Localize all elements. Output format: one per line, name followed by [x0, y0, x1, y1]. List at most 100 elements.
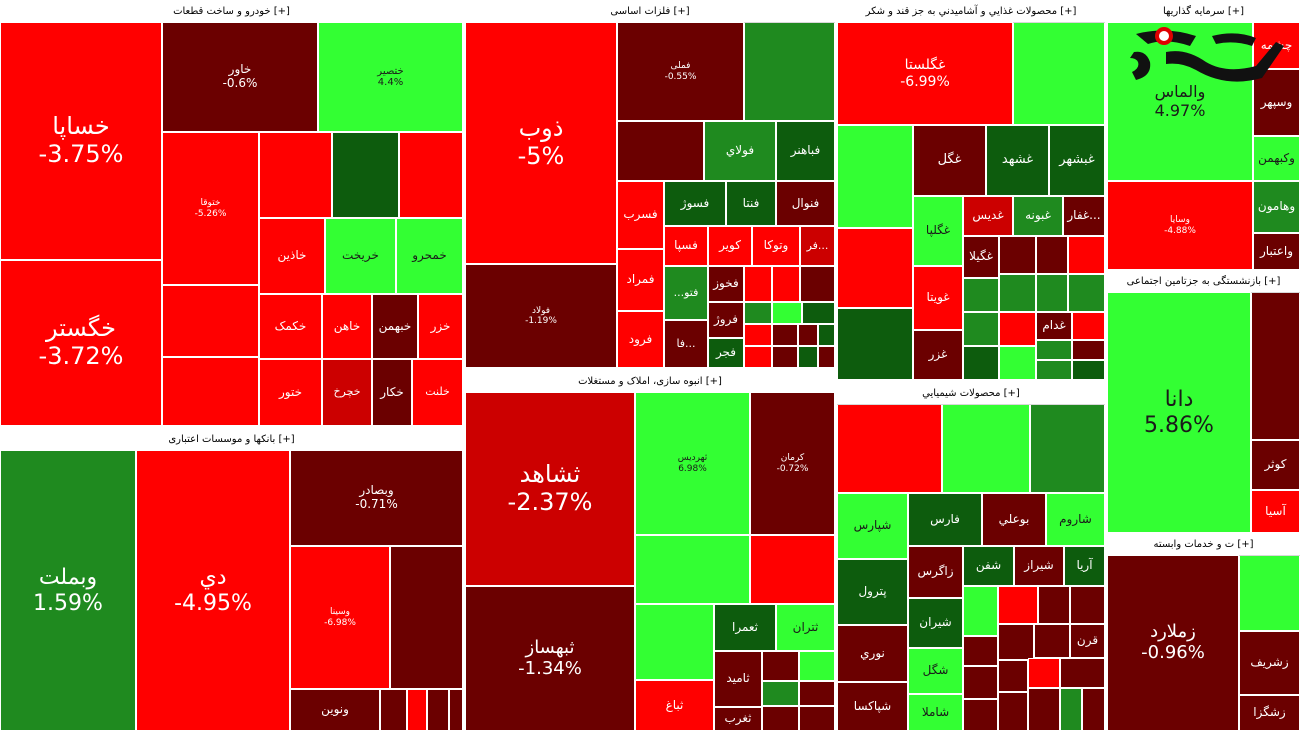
stock-tile[interactable]	[162, 285, 259, 357]
stock-tile[interactable]	[399, 132, 463, 218]
stock-tile[interactable]	[1239, 555, 1300, 631]
stock-tile[interactable]: خزر	[418, 294, 463, 359]
stock-tile[interactable]: دي -4.95%	[136, 450, 290, 731]
stock-tile[interactable]: فولاي	[704, 121, 776, 181]
stock-tile[interactable]: وکبهمن	[1253, 136, 1300, 181]
stock-tile[interactable]: شفن	[963, 546, 1014, 586]
stock-tile[interactable]	[837, 228, 913, 308]
sector-header[interactable]: [+] محصولات شيميايي	[837, 382, 1105, 405]
stock-tile[interactable]	[963, 699, 998, 731]
stock-tile[interactable]: شپارس	[837, 493, 908, 559]
stock-tile[interactable]	[635, 604, 714, 680]
stock-tile[interactable]: زاگرس	[908, 546, 963, 598]
stock-tile[interactable]: غدیس	[963, 196, 1013, 236]
stock-tile[interactable]: وسایا -4.88%	[1107, 181, 1253, 270]
stock-tile[interactable]: خاذین	[259, 218, 325, 294]
stock-tile[interactable]	[942, 404, 1030, 493]
stock-tile[interactable]	[963, 666, 998, 699]
stock-tile[interactable]	[1072, 312, 1105, 340]
stock-tile[interactable]: فسرب	[617, 181, 664, 249]
stock-tile[interactable]	[1028, 688, 1060, 731]
stock-tile[interactable]: خگستر -3.72%	[0, 260, 162, 426]
stock-tile[interactable]	[963, 278, 999, 312]
stock-tile[interactable]	[963, 346, 999, 380]
stock-tile[interactable]	[998, 586, 1038, 624]
stock-tile[interactable]	[1036, 340, 1072, 360]
stock-tile[interactable]	[762, 706, 799, 731]
stock-tile[interactable]: فخوز	[708, 266, 744, 302]
stock-tile[interactable]: زشریف	[1239, 631, 1300, 695]
stock-tile[interactable]: نوري	[837, 625, 908, 682]
stock-tile[interactable]: غگلستا -6.99%	[837, 22, 1013, 125]
stock-tile[interactable]: ونوین	[290, 689, 380, 731]
stock-tile[interactable]	[772, 302, 802, 324]
stock-tile[interactable]	[1013, 22, 1105, 125]
stock-tile[interactable]: خاهن	[322, 294, 372, 359]
stock-tile[interactable]	[449, 689, 463, 731]
stock-tile[interactable]: ثعمرا	[714, 604, 776, 651]
stock-tile[interactable]	[744, 302, 772, 324]
stock-tile[interactable]	[998, 692, 1028, 731]
stock-tile[interactable]: خریخت	[325, 218, 396, 294]
stock-tile[interactable]: ختصیر 4.4%	[318, 22, 463, 132]
stock-tile[interactable]	[818, 324, 835, 346]
stock-tile[interactable]: فسوژ	[664, 181, 726, 226]
stock-tile[interactable]: شاملا	[908, 694, 963, 731]
stock-tile[interactable]: ثهرديس 6.98%	[635, 392, 750, 535]
stock-tile[interactable]: فنوال	[776, 181, 835, 226]
stock-tile[interactable]	[799, 681, 835, 706]
stock-tile[interactable]: ...فا	[664, 320, 708, 368]
stock-tile[interactable]	[1060, 688, 1082, 731]
stock-tile[interactable]	[798, 324, 818, 346]
stock-tile[interactable]: فسپا	[664, 226, 708, 266]
stock-tile[interactable]: غبونه	[1013, 196, 1063, 236]
stock-tile[interactable]: کرمان -0.72%	[750, 392, 835, 535]
stock-tile[interactable]: ...غفار	[1063, 196, 1105, 236]
stock-tile[interactable]: شاروم	[1046, 493, 1105, 546]
sector-header[interactable]: [+] محصولات غذايي و آشاميدني به جز قند و…	[837, 0, 1105, 23]
stock-tile[interactable]: فجر	[708, 338, 744, 368]
stock-tile[interactable]	[1068, 236, 1105, 274]
stock-tile[interactable]	[772, 346, 798, 368]
stock-tile[interactable]: خکار	[372, 359, 412, 426]
stock-tile[interactable]	[332, 132, 399, 218]
stock-tile[interactable]: ...فر	[800, 226, 835, 266]
stock-tile[interactable]	[999, 346, 1036, 380]
stock-tile[interactable]: غزر	[913, 330, 963, 380]
stock-tile[interactable]	[744, 266, 772, 302]
stock-tile[interactable]	[762, 651, 799, 681]
stock-tile[interactable]	[818, 346, 835, 368]
stock-tile[interactable]: خبهمن	[372, 294, 418, 359]
stock-tile[interactable]: زملارد -0.96%	[1107, 555, 1239, 731]
stock-tile[interactable]	[799, 706, 835, 731]
stock-tile[interactable]: وسینا -6.98%	[290, 546, 390, 689]
stock-tile[interactable]: فولاد -1.19%	[465, 264, 617, 368]
stock-tile[interactable]	[963, 636, 998, 666]
stock-tile[interactable]: آريا	[1064, 546, 1105, 586]
stock-tile[interactable]	[744, 324, 772, 346]
stock-tile[interactable]: آسیا	[1251, 490, 1300, 533]
stock-tile[interactable]: ختوقا -5.26%	[162, 132, 259, 285]
stock-tile[interactable]: وهامون	[1253, 181, 1300, 233]
sector-header[interactable]: [+] بانکها و موسسات اعتباری	[0, 428, 463, 451]
stock-tile[interactable]: ثباغ	[635, 680, 714, 731]
stock-tile[interactable]	[1028, 658, 1060, 688]
stock-tile[interactable]	[1251, 292, 1300, 440]
stock-tile[interactable]: کویر	[708, 226, 752, 266]
stock-tile[interactable]	[1070, 586, 1105, 624]
stock-tile[interactable]	[999, 312, 1036, 346]
stock-tile[interactable]	[1036, 274, 1068, 312]
stock-tile[interactable]: فنتا	[726, 181, 776, 226]
stock-tile[interactable]: زشگزا	[1239, 695, 1300, 731]
stock-tile[interactable]	[963, 312, 999, 346]
stock-tile[interactable]	[1034, 624, 1070, 658]
stock-tile[interactable]	[1072, 360, 1105, 380]
stock-tile[interactable]	[800, 266, 835, 302]
stock-tile[interactable]: شيران	[908, 598, 963, 648]
stock-tile[interactable]	[999, 236, 1036, 274]
stock-tile[interactable]	[998, 660, 1028, 692]
stock-tile[interactable]: خاور -0.6%	[162, 22, 318, 132]
stock-tile[interactable]: فتو...	[664, 266, 708, 320]
sector-header[interactable]: [+] انبوه سازی، املاک و مستغلات	[465, 370, 835, 393]
stock-tile[interactable]: غگلپا	[913, 196, 963, 266]
